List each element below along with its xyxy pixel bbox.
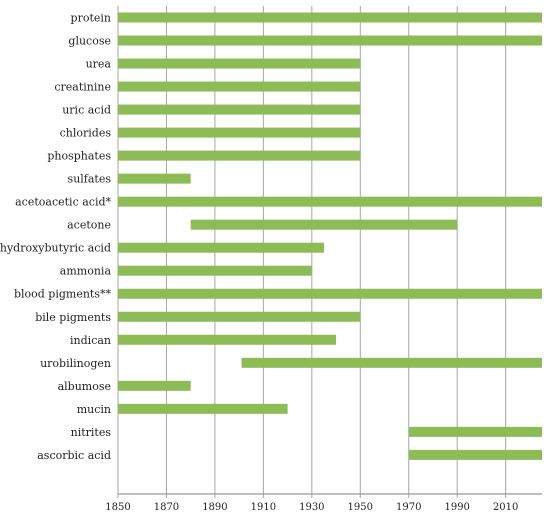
category-label: bile pigments <box>35 311 111 324</box>
category-label: albumose <box>58 380 111 393</box>
bar-uric-acid <box>118 104 361 115</box>
bar-nitrites <box>408 426 542 437</box>
bar-ascorbic-acid <box>408 449 542 460</box>
category-label: β-hydroxybutyric acid <box>0 242 111 255</box>
x-tick-label: 1850 <box>105 502 130 513</box>
bar--hydroxybutyric-acid <box>118 242 324 253</box>
category-label: protein <box>71 12 111 25</box>
bar-mucin <box>118 403 288 414</box>
bar-chlorides <box>118 127 361 138</box>
bar-ammonia <box>118 265 312 276</box>
category-label: uric acid <box>62 104 111 117</box>
bar-acetoacetic-acid <box>118 196 542 207</box>
category-label: sulfates <box>68 173 112 186</box>
category-label: chlorides <box>60 127 112 140</box>
category-label: glucose <box>68 35 111 48</box>
category-label-layer: protein glucose urea creatinine uric acid chl… <box>0 12 111 462</box>
category-label: indican <box>70 334 111 347</box>
x-tick-label: 1950 <box>348 502 373 513</box>
x-tick-label: 1910 <box>251 502 276 513</box>
bar-layer <box>118 12 542 460</box>
bar-acetone <box>190 219 458 230</box>
bar-bile-pigments <box>118 311 361 322</box>
bar-blood-pigments <box>118 288 542 299</box>
bar-protein <box>118 12 542 23</box>
category-label: ascorbic acid <box>37 449 111 462</box>
x-tick-label: 2010 <box>493 502 518 513</box>
x-tick-label: 1870 <box>154 502 179 513</box>
bar-urea <box>118 58 361 69</box>
bar-phosphates <box>118 150 361 161</box>
x-tick-layer: 1850 1870 1890 1910 1930 1950 1970 1990 2010 <box>105 494 518 513</box>
bar-glucose <box>118 35 542 46</box>
category-label: ammonia <box>60 265 112 278</box>
bar-urobilinogen <box>241 357 542 368</box>
category-label: urobilinogen <box>40 357 111 370</box>
category-label: blood pigments** <box>14 288 112 301</box>
category-label: acetone <box>67 219 111 232</box>
x-tick-label: 1890 <box>202 502 227 513</box>
bar-creatinine <box>118 81 361 92</box>
bar-sulfates <box>118 173 191 184</box>
x-tick-label: 1990 <box>444 502 469 513</box>
category-label: urea <box>86 58 112 71</box>
category-label: phosphates <box>47 150 111 163</box>
category-label: creatinine <box>54 81 111 94</box>
bar-indican <box>118 334 337 345</box>
category-label: acetoacetic acid* <box>15 196 111 209</box>
x-tick-label: 1930 <box>299 502 324 513</box>
x-tick-label: 1970 <box>396 502 421 513</box>
category-label: nitrites <box>71 426 112 439</box>
bar-albumose <box>118 380 191 391</box>
category-label: mucin <box>77 403 111 416</box>
